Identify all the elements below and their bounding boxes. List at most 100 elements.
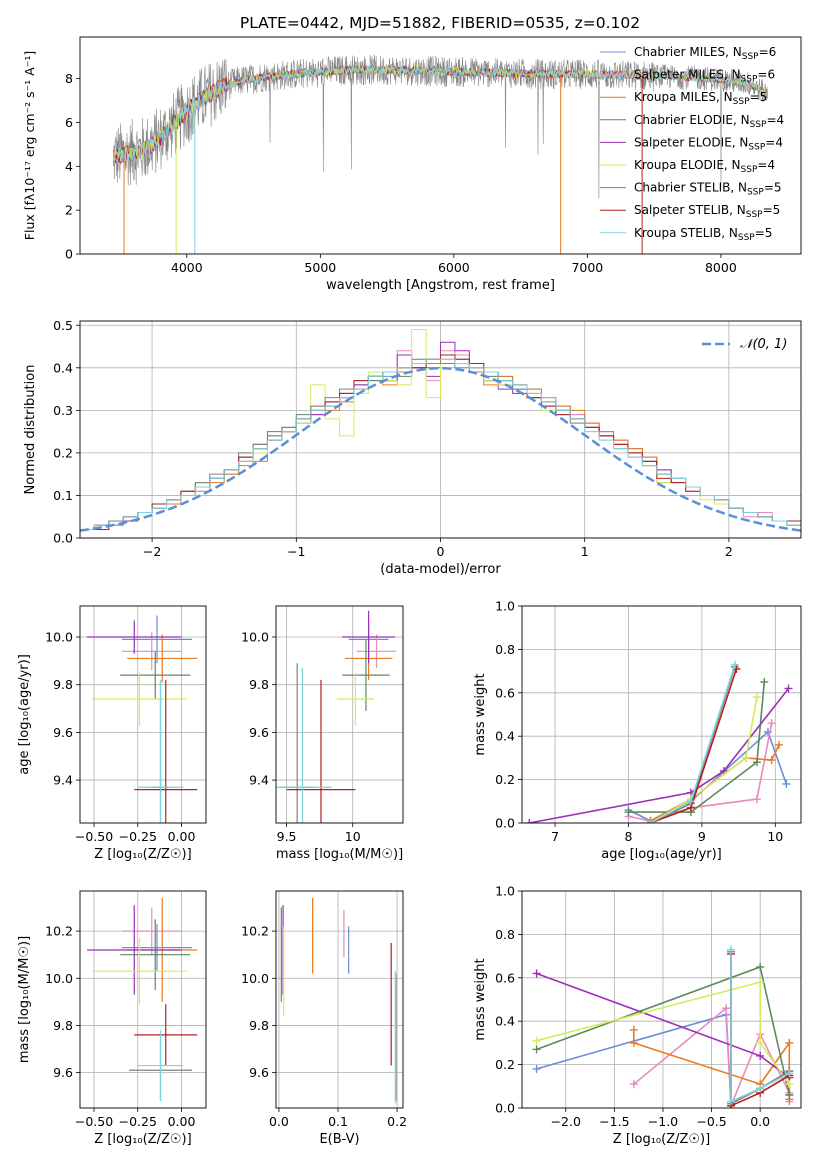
y-tick-label: 0.4 bbox=[53, 360, 73, 375]
normal-curve bbox=[80, 367, 801, 532]
x-tick-label: 7000 bbox=[571, 260, 603, 275]
y-tick-label: 9.4 bbox=[249, 773, 269, 788]
x-tick-label: 0.00 bbox=[168, 1114, 196, 1129]
spectrum-frame bbox=[79, 36, 802, 255]
y-tick-label: 10.0 bbox=[241, 630, 269, 645]
spectrum-legend: Chabrier MILES, NSSP=6 Salpeter MILES, NS… bbox=[600, 45, 784, 243]
y-tick-label: 10.0 bbox=[45, 630, 73, 645]
y-tick-label: 10.0 bbox=[241, 971, 269, 986]
mass_vs_Z-axes: −0.50 −0.25 0.00 9.6 9.8 10.0 10.2 bbox=[45, 891, 206, 1129]
x-tick-label: 10 bbox=[345, 829, 361, 844]
age_vs_Z-axes: −0.50 −0.25 0.00 9.4 9.6 9.8 10.0 bbox=[45, 606, 206, 844]
mass_vs_Z-plot bbox=[87, 898, 198, 1101]
legend-entry: Kroupa MILES, NSSP=5 bbox=[634, 90, 767, 107]
weight-line-chabrier_elodie bbox=[628, 681, 766, 813]
x-tick-label: −1.0 bbox=[648, 1114, 678, 1129]
y-tick-label: 0.8 bbox=[495, 642, 515, 657]
x-tick-label: 0.0 bbox=[269, 1114, 289, 1129]
x-tick-label: 7 bbox=[551, 829, 559, 844]
y-tick-label: 1.0 bbox=[495, 599, 515, 614]
x-tick-label: 9.5 bbox=[277, 829, 297, 844]
age_vs_Z-y-label: age [log₁₀(age/yr)] bbox=[17, 654, 32, 775]
age_vs_Z-frame bbox=[79, 605, 207, 824]
y-tick-label: 0.6 bbox=[495, 685, 515, 700]
legend-entry: Chabrier ELODIE, NSSP=4 bbox=[634, 113, 784, 130]
legend-entry: Salpeter MILES, NSSP=6 bbox=[634, 68, 775, 85]
y-tick-label: 0.2 bbox=[495, 1057, 515, 1072]
legend-entry: Salpeter STELIB, NSSP=5 bbox=[634, 203, 780, 220]
legend-entry: Chabrier MILES, NSSP=6 bbox=[634, 45, 776, 62]
x-tick-label: 0.00 bbox=[168, 829, 196, 844]
spectrum-series-kroupa_elodie bbox=[112, 65, 768, 166]
y-tick-label: 0.2 bbox=[495, 772, 515, 787]
x-tick-label: −0.50 bbox=[75, 829, 113, 844]
x-tick-label: 8 bbox=[624, 829, 632, 844]
x-tick-label: −0.50 bbox=[75, 1114, 113, 1129]
weight-line-kroupa_stelib bbox=[730, 949, 790, 1103]
weight_vs_age-y-label: mass weight bbox=[473, 673, 488, 755]
x-tick-label: 9 bbox=[698, 829, 706, 844]
y-tick-label: 9.8 bbox=[53, 1018, 73, 1033]
mass_vs_Z-y-label: mass [log₁₀(M/M☉)] bbox=[17, 936, 32, 1063]
x-tick-label: 0 bbox=[437, 544, 445, 559]
age_vs_mass-plot bbox=[276, 610, 397, 823]
weight-line-kroupa_elodie bbox=[536, 981, 790, 1085]
weight_vs_age-plot bbox=[525, 660, 793, 823]
x-tick-label: 5000 bbox=[304, 260, 336, 275]
y-tick-label: 9.8 bbox=[249, 677, 269, 692]
age_vs_mass-frame bbox=[275, 605, 404, 824]
chart-layer: 4000 5000 6000 7000 8000 0 2 4 6 8 wavelength [Ang… bbox=[17, 36, 802, 1147]
residual-y-label: Normed distribution bbox=[23, 365, 38, 495]
y-tick-label: 9.4 bbox=[53, 773, 73, 788]
y-tick-label: 2 bbox=[65, 203, 73, 218]
y-tick-label: 0.5 bbox=[53, 318, 73, 333]
mass_vs_ebv-x-label: E(B-V) bbox=[319, 1132, 359, 1147]
weight_vs_Z-frame bbox=[521, 890, 802, 1109]
y-tick-label: 9.6 bbox=[249, 1065, 269, 1080]
weight_vs_age-x-label: age [log₁₀(age/yr)] bbox=[601, 847, 722, 862]
x-tick-label: −0.25 bbox=[119, 829, 157, 844]
legend-entry: Kroupa STELIB, NSSP=5 bbox=[634, 226, 772, 243]
spectrum-plot bbox=[112, 54, 768, 254]
y-tick-label: 0.4 bbox=[495, 1014, 515, 1029]
y-tick-label: 10.0 bbox=[45, 971, 73, 986]
mass_vs_ebv-frame bbox=[275, 890, 404, 1109]
legend-entry: Chabrier STELIB, NSSP=5 bbox=[634, 181, 782, 198]
age_vs_mass-x-label: mass [log₁₀(M/M☉)] bbox=[276, 847, 403, 862]
mass_vs_ebv-axes: 0.0 0.1 0.2 9.6 9.8 10.0 10.2 bbox=[241, 891, 407, 1129]
y-tick-label: 0.0 bbox=[495, 1101, 515, 1116]
x-tick-label: 0.2 bbox=[387, 1114, 407, 1129]
age_vs_Z-plot bbox=[87, 615, 198, 823]
spectrum-axes: 4000 5000 6000 7000 8000 0 2 4 6 8 bbox=[65, 71, 737, 275]
x-tick-label: 2 bbox=[725, 544, 733, 559]
residual-plot bbox=[80, 329, 801, 532]
residual-frame bbox=[79, 320, 802, 539]
y-tick-label: 9.8 bbox=[249, 1018, 269, 1033]
x-tick-label: −1.5 bbox=[599, 1114, 629, 1129]
y-tick-label: 8 bbox=[65, 71, 73, 86]
x-tick-label: −2 bbox=[143, 544, 161, 559]
y-tick-label: 6 bbox=[65, 115, 73, 130]
figure-title: PLATE=0442, MJD=51882, FIBERID=0535, z=0… bbox=[240, 14, 640, 32]
y-tick-label: 9.6 bbox=[53, 725, 73, 740]
weight_vs_Z-y-label: mass weight bbox=[473, 958, 488, 1040]
spectrum-series-kroupa_stelib bbox=[112, 64, 768, 164]
mass_vs_ebv-plot bbox=[280, 898, 397, 1104]
y-tick-label: 0.0 bbox=[495, 816, 515, 831]
y-tick-label: 0.0 bbox=[53, 531, 73, 546]
y-tick-label: 0.8 bbox=[495, 927, 515, 942]
legend-entry: Kroupa ELODIE, NSSP=4 bbox=[634, 158, 775, 175]
mass_vs_Z-frame bbox=[79, 890, 207, 1109]
y-tick-label: 0.1 bbox=[53, 488, 73, 503]
weight-line-salpeter_elodie bbox=[529, 688, 790, 823]
weight-line-kroupa_elodie bbox=[650, 696, 758, 823]
y-tick-label: 0.4 bbox=[495, 729, 515, 744]
x-tick-label: 1 bbox=[581, 544, 589, 559]
x-tick-label: −0.5 bbox=[696, 1114, 726, 1129]
age_vs_Z-x-label: Z [log₁₀(Z/Z☉)] bbox=[94, 847, 191, 862]
x-tick-label: −1 bbox=[287, 544, 305, 559]
y-tick-label: 9.6 bbox=[249, 725, 269, 740]
x-tick-label: 4000 bbox=[171, 260, 203, 275]
